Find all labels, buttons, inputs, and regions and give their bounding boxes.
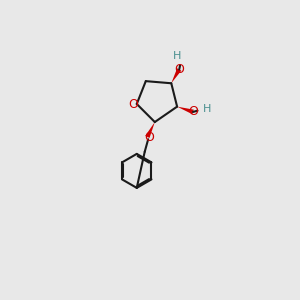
Text: O: O (175, 63, 184, 76)
Text: H: H (202, 104, 211, 114)
Text: O: O (144, 131, 154, 144)
Text: H: H (173, 51, 182, 61)
Polygon shape (171, 68, 181, 83)
Text: O: O (188, 105, 198, 119)
Polygon shape (177, 106, 194, 114)
Polygon shape (145, 122, 155, 138)
Text: O: O (128, 98, 138, 111)
